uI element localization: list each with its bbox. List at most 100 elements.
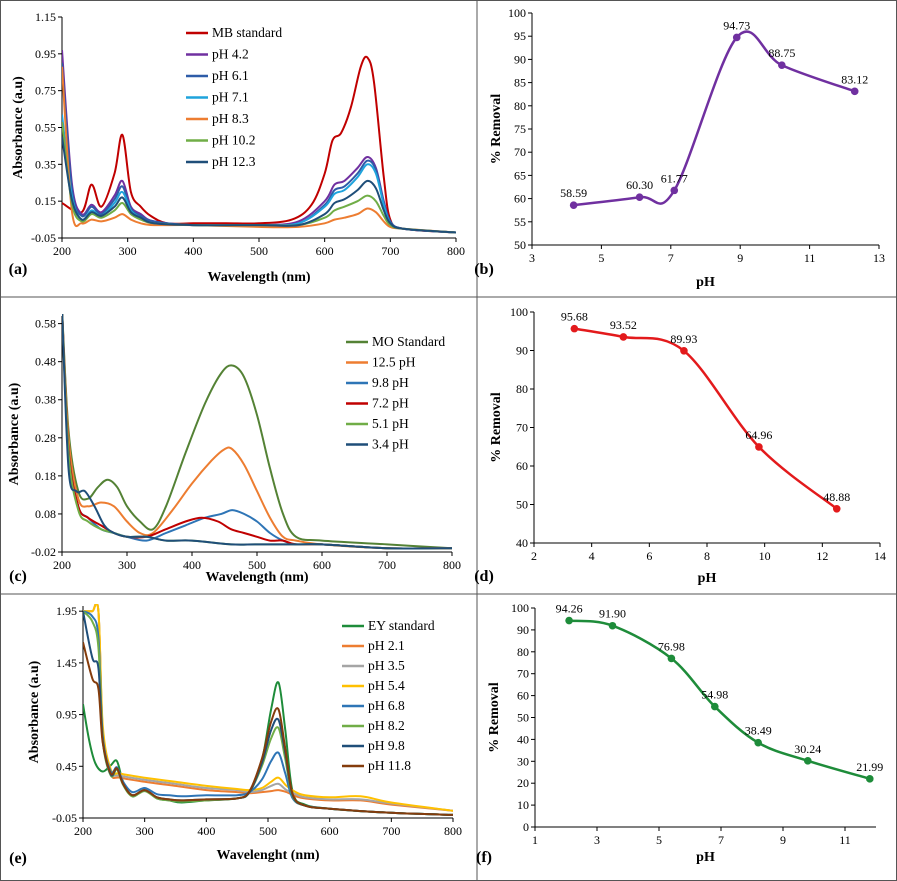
x-tick-label: 600: [316, 244, 334, 258]
x-tick-label: 200: [53, 244, 71, 258]
y-axis-title: % Removal: [489, 94, 504, 164]
series-line-3-4-ph: [62, 314, 452, 550]
data-point: [635, 193, 644, 202]
x-tick-label: 300: [119, 244, 137, 258]
legend-entry: 7.2 pH: [372, 396, 409, 411]
series-line-ph-11-8: [83, 641, 453, 816]
x-tick-label: 600: [313, 558, 331, 572]
x-axis-title: pH: [696, 275, 715, 290]
legend: EY standard pH 2.1 pH 3.5 pH 5.4 pH 6.8 pH 8.…: [342, 618, 435, 773]
y-tick-label: 40: [517, 732, 529, 746]
series-line--removal: [574, 327, 838, 510]
legend-entry: EY standard: [368, 618, 435, 633]
series-line-12-5-ph: [62, 314, 452, 550]
chart-panel-f: 0 10 20 30 40 50 60 70 80 90 100 1 3 5 7 9 11 pH % Removal…: [476, 601, 883, 866]
x-tick-label: 800: [444, 824, 462, 838]
data-label: 48.88: [823, 490, 850, 504]
x-tick-label: 500: [259, 824, 277, 838]
x-tick-label: 2: [531, 549, 537, 563]
chart-panel-e: -0.05 0.45 0.95 1.45 1.95 200 300 400 500 600 700 8…: [9, 604, 462, 867]
panel-label: (d): [474, 568, 494, 585]
series-group: [573, 30, 856, 207]
data-label: 95.68: [561, 310, 588, 324]
series-group: [83, 604, 453, 816]
x-tick-label: 7: [718, 833, 724, 847]
y-tick-label: 100: [510, 305, 528, 319]
legend-entry: pH 6.1: [212, 68, 249, 83]
data-label: 88.75: [768, 46, 795, 60]
data-point: [680, 346, 688, 355]
x-tick-label: 800: [447, 244, 465, 258]
y-tick-label: 10: [517, 798, 529, 812]
legend-entry: MO Standard: [372, 334, 445, 349]
chart-panel-c: -0.02 0.08 0.18 0.28 0.38 0.48 0.58 200 300 400 50…: [7, 314, 461, 585]
data-label: 58.59: [560, 186, 587, 200]
x-tick-label: 300: [136, 824, 154, 838]
x-axis-title: Wavelength (nm): [205, 570, 308, 585]
y-tick-label: 70: [517, 667, 529, 681]
data-point: [755, 443, 763, 451]
y-tick-label: 0.28: [35, 431, 56, 445]
y-tick-label: 60: [514, 192, 526, 206]
x-axis-title: pH: [698, 571, 717, 586]
y-tick-label: 0.95: [35, 47, 56, 61]
x-axis-title: pH: [696, 850, 715, 865]
y-tick-label: 0.95: [56, 708, 77, 722]
y-tick-label: 0.75: [35, 84, 56, 98]
data-point: [832, 505, 841, 513]
y-tick-label: 1.45: [56, 656, 77, 670]
y-tick-label: 70: [516, 421, 528, 435]
x-tick-label: 14: [874, 549, 886, 563]
y-tick-label: -0.05: [52, 811, 77, 825]
x-tick-label: 500: [250, 244, 268, 258]
data-point: [850, 87, 859, 96]
x-tick-label: 200: [74, 824, 92, 838]
x-tick-label: 11: [804, 251, 816, 265]
y-tick-label: 90: [517, 623, 529, 637]
y-tick-label: 80: [516, 382, 528, 396]
series-line-ph-4-2: [62, 50, 456, 234]
y-tick-label: 1.15: [35, 10, 56, 24]
x-tick-label: 5: [598, 251, 604, 265]
data-point: [754, 738, 762, 747]
x-tick-label: 3: [594, 833, 600, 847]
x-tick-label: 600: [321, 824, 339, 838]
x-tick-label: 6: [646, 549, 652, 563]
data-point: [670, 186, 679, 195]
data-point: [866, 775, 874, 783]
y-tick-label: 20: [517, 776, 529, 790]
y-axis-title: % Removal: [489, 392, 504, 462]
y-tick-label: 1.95: [56, 604, 77, 618]
data-point: [570, 324, 579, 333]
legend-entry: pH 4.2: [212, 47, 249, 62]
x-tick-label: 200: [53, 558, 71, 572]
data-label: 76.98: [658, 639, 685, 653]
data-label: 21.99: [856, 760, 883, 774]
y-tick-label: 0.48: [35, 355, 56, 369]
x-tick-label: 4: [589, 549, 595, 563]
legend: MO Standard 12.5 pH 9.8 pH 7.2 pH 5.1 pH 3.4 …: [346, 334, 445, 452]
x-tick-label: 8: [704, 549, 710, 563]
x-axis-title: Wavelenght (nm): [216, 848, 319, 863]
x-tick-label: 3: [529, 251, 535, 265]
data-label: 64.96: [745, 428, 772, 442]
x-tick-label: 400: [184, 244, 202, 258]
data-point: [711, 702, 719, 711]
legend-entry: pH 6.8: [368, 698, 405, 713]
y-tick-label: 55: [514, 215, 526, 229]
y-tick-label: 90: [516, 344, 528, 358]
panel-label: (c): [9, 568, 27, 585]
data-label: 91.90: [599, 607, 626, 621]
series-line-ph-8-3: [62, 66, 456, 234]
x-tick-label: 700: [378, 558, 396, 572]
legend-entry: pH 8.3: [212, 111, 249, 126]
legend-entry: pH 9.8: [368, 738, 405, 753]
y-tick-label: 60: [517, 689, 529, 703]
x-tick-label: 700: [382, 824, 400, 838]
y-tick-label: 90: [514, 52, 526, 66]
series-line-mb-standard: [62, 55, 456, 234]
data-label: 93.52: [610, 318, 637, 332]
x-tick-label: 13: [873, 251, 885, 265]
data-label: 30.24: [794, 742, 821, 756]
legend-entry: pH 2.1: [368, 638, 405, 653]
